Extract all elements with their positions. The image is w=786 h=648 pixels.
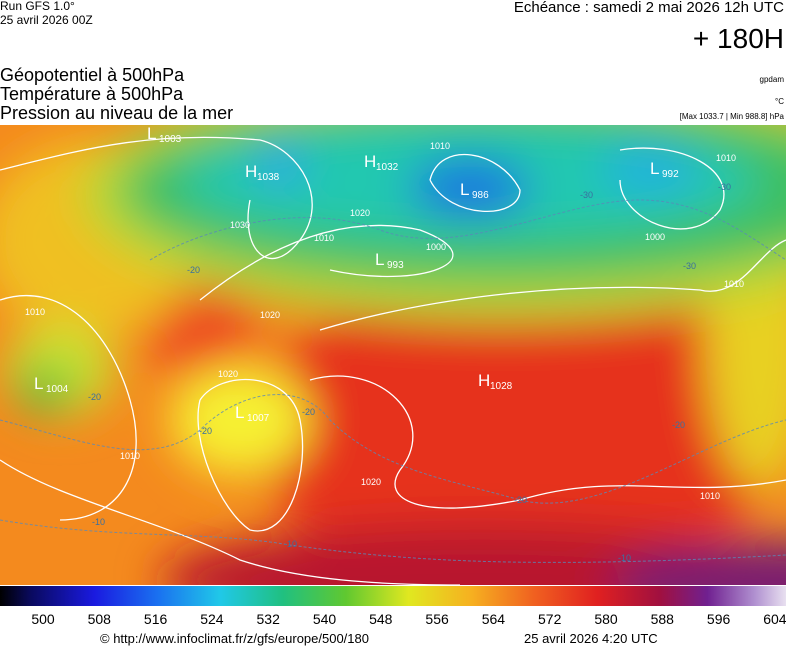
colorbar-label: 508 — [88, 611, 112, 627]
run-label: Run GFS 1.0° — [0, 0, 75, 13]
pressure-range: [Max 1033.7 | Min 988.8] hPa — [680, 112, 785, 121]
colorbar — [0, 586, 786, 606]
temperature-label: -20 — [514, 495, 527, 505]
isobar-label: 1010 — [700, 491, 720, 501]
title-line: Géopotentiel à 500hPa — [0, 65, 185, 85]
center-pressure: 1028 — [490, 381, 513, 392]
colorbar-label: 596 — [707, 611, 731, 627]
center-pressure: 993 — [387, 260, 404, 271]
isobar-label: 1020 — [218, 369, 238, 379]
center-pressure: 1038 — [257, 172, 280, 183]
temperature-label: -10 — [284, 539, 297, 549]
run-date: 25 avril 2026 00Z — [0, 13, 93, 27]
colorbar-label: 524 — [200, 611, 224, 627]
temperature-label: -30 — [718, 182, 731, 192]
colorbar-label: 556 — [425, 611, 449, 627]
center-letter: H — [364, 152, 376, 171]
center-letter: L — [34, 374, 43, 393]
isobar-label: 1000 — [645, 232, 665, 242]
footer-date: 25 avril 2026 4:20 UTC — [524, 631, 658, 646]
temperature-label: -20 — [88, 392, 101, 402]
colorbar-label: 564 — [482, 611, 506, 627]
colorbar-label: 588 — [651, 611, 675, 627]
center-pressure: 1004 — [46, 384, 69, 395]
center-letter: H — [478, 371, 490, 390]
colorbar-label: 500 — [31, 611, 55, 627]
isobar-label: 1020 — [260, 310, 280, 320]
isobar-label: 1010 — [716, 153, 736, 163]
temperature-label: -20 — [302, 407, 315, 417]
isobar-label: 1000 — [426, 242, 446, 252]
center-pressure: 1032 — [376, 162, 399, 173]
center-pressure: 1007 — [247, 413, 270, 424]
colorbar-label: 532 — [257, 611, 281, 627]
isobar-label: 1010 — [430, 141, 450, 151]
isobar-label: 1020 — [350, 208, 370, 218]
colorbar-label: 572 — [538, 611, 562, 627]
isobar-label: 1020 — [361, 477, 381, 487]
temperature-label: -10 — [618, 553, 631, 563]
temperature-label: -20 — [187, 265, 200, 275]
center-letter: L — [460, 180, 469, 199]
colorbar-label: 540 — [313, 611, 337, 627]
center-pressure: 986 — [472, 190, 489, 201]
isobar-label: 1010 — [25, 307, 45, 317]
colorbar-label: 516 — [144, 611, 168, 627]
unit-temp: °C — [775, 97, 784, 106]
center-letter: L — [235, 403, 244, 422]
temperature-label: -10 — [92, 517, 105, 527]
title-line: Température à 500hPa — [0, 84, 184, 104]
center-letter: L — [147, 124, 156, 143]
isobar-label: 1010 — [120, 451, 140, 461]
temperature-label: -20 — [199, 426, 212, 436]
temperature-label: -30 — [683, 261, 696, 271]
isobar-label: 1030 — [230, 220, 250, 230]
isobar-label: 1010 — [724, 279, 744, 289]
temperature-label: -30 — [580, 190, 593, 200]
center-letter: L — [375, 250, 384, 269]
center-letter: H — [245, 162, 257, 181]
colorbar-label: 604 — [763, 611, 786, 627]
unit-geo: gpdam — [760, 75, 785, 84]
colorbar-label: 580 — [594, 611, 618, 627]
footer-url: © http://www.infoclimat.fr/z/gfs/europe/… — [100, 631, 369, 646]
lead-time: + 180H — [693, 23, 784, 54]
center-letter: L — [650, 159, 659, 178]
center-pressure: 992 — [662, 169, 679, 180]
valid-time: Echéance : samedi 2 mai 2026 12h UTC — [514, 0, 784, 16]
title-line: Pression au niveau de la mer — [0, 103, 233, 123]
center-pressure: 1003 — [159, 134, 182, 145]
colorbar-label: 548 — [369, 611, 393, 627]
map — [0, 125, 786, 585]
colorbar-labels: 500 508 516 524 532 540 548 556 564 572 580 588 596 6… — [31, 611, 786, 627]
isobar-label: 1010 — [314, 233, 334, 243]
temperature-label: -20 — [672, 420, 685, 430]
